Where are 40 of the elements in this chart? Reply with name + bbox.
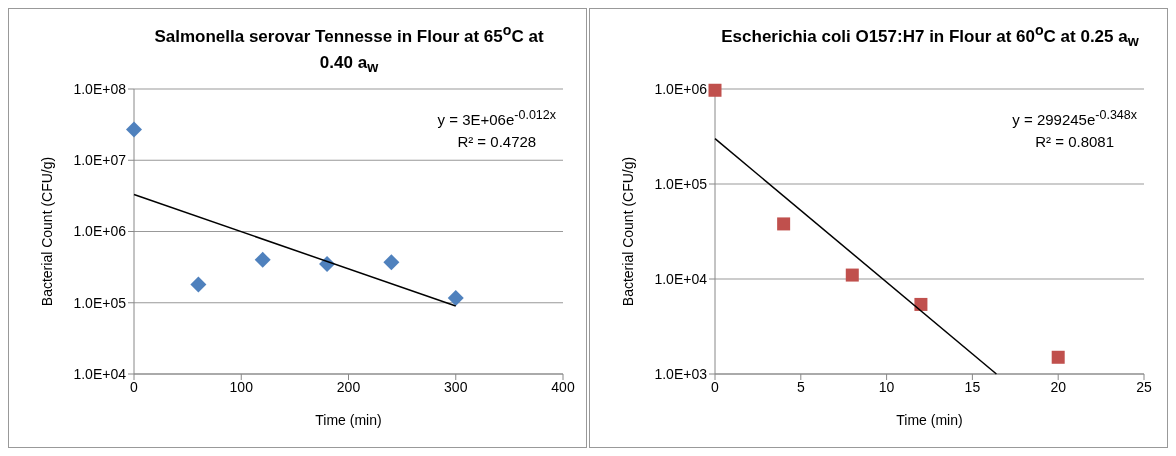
- point: [447, 289, 464, 306]
- x-axis-title: Time (min): [315, 412, 382, 428]
- y-tick-label: 1.0E+03: [654, 365, 708, 382]
- x-tick-label: 200: [336, 378, 361, 395]
- y-tick-label: 1.0E+04: [654, 270, 708, 287]
- x-tick-label: 100: [229, 378, 254, 395]
- point: [777, 217, 791, 231]
- y-tick-label: 1.0E+06: [73, 223, 127, 240]
- annotation: R² = 0.8081: [1034, 132, 1116, 152]
- point: [126, 121, 142, 138]
- y-axis-title: Bacterial Count (CFU/g): [38, 156, 55, 307]
- annotation: y = 299245e$^{-0.348x}$: [1012, 107, 1137, 130]
- point: [1051, 350, 1065, 364]
- point: [708, 83, 722, 97]
- chart-title: Salmonella serovar Tennesse in Flour at 65$^{o}$C at 0.40 a$_{w}$: [154, 22, 544, 76]
- y-tick-label: 1.0E+05: [73, 294, 127, 311]
- point: [914, 297, 928, 311]
- annotation: y = 3E+06e$^{-0.012x}$: [437, 107, 556, 130]
- y-axis-title: Bacterial Count (CFU/g): [619, 156, 636, 307]
- x-tick-label: 0: [711, 378, 720, 395]
- point: [254, 251, 271, 268]
- x-axis-title: Time (min): [896, 412, 963, 428]
- y-tick-label: 1.0E+08: [73, 80, 127, 97]
- x-tick-label: 10: [878, 378, 895, 395]
- y-tick-label: 1.0E+04: [73, 365, 127, 382]
- x-tick-label: 15: [964, 378, 981, 395]
- x-tick-label: 20: [1050, 378, 1067, 395]
- point: [190, 276, 207, 293]
- point: [845, 268, 859, 282]
- x-tick-label: 5: [796, 378, 805, 395]
- chart-title: Escherichia coli O157:H7 in Flour at 60$^{o}$C at 0.25 a$_{w}$: [720, 21, 1140, 52]
- y-tick-label: 1.0E+07: [73, 152, 127, 169]
- y-tick-label: 1.0E+06: [654, 80, 708, 97]
- point: [383, 254, 400, 271]
- x-tick-label: 0: [130, 378, 139, 395]
- x-tick-label: 400: [551, 378, 575, 395]
- annotation: R² = 0.4728: [456, 132, 538, 152]
- x-tick-label: 25: [1136, 378, 1152, 395]
- x-tick-label: 300: [444, 378, 468, 395]
- y-tick-label: 1.0E+05: [654, 175, 708, 192]
